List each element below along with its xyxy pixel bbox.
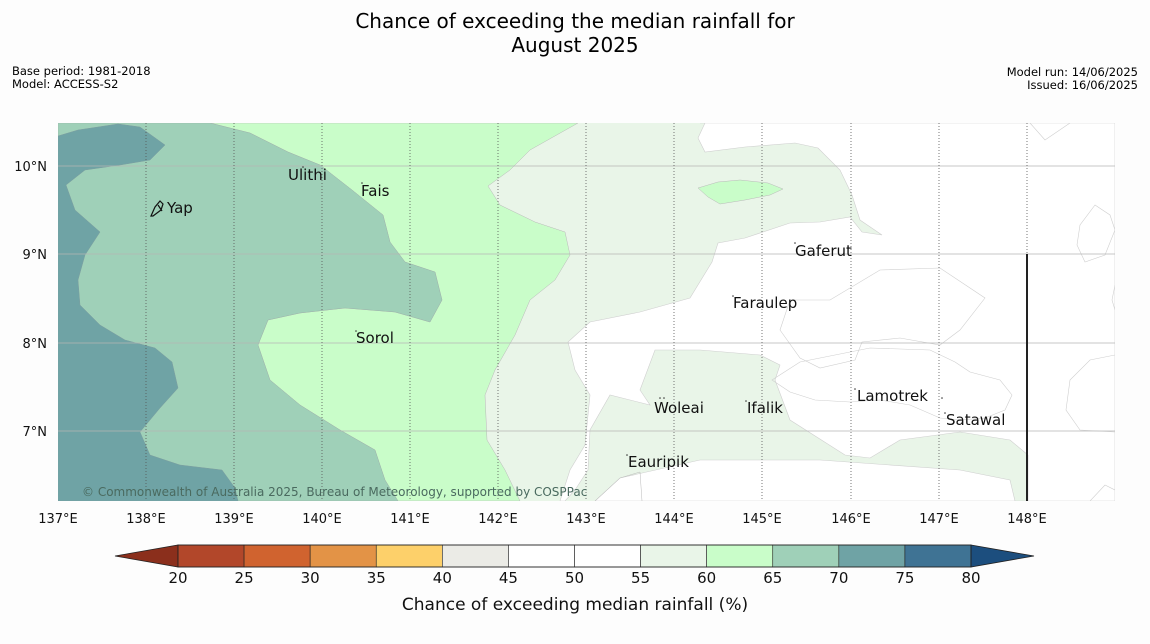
lon-tick-label: 140°E xyxy=(302,512,342,527)
colorbar-tick-label: 45 xyxy=(499,569,518,587)
title-line-1: Chance of exceeding the median rainfall … xyxy=(355,9,795,33)
rainfall-map xyxy=(58,123,1115,501)
model-name: Model: ACCESS-S2 xyxy=(12,77,119,91)
colorbar-cell-50-55 xyxy=(574,544,641,568)
lat-tick-label: 7°N xyxy=(23,425,48,440)
issued-date: Issued: 16/06/2025 xyxy=(1027,78,1138,92)
colorbar-tick-label: 55 xyxy=(631,569,650,587)
colorbar-cell-20-25 xyxy=(177,544,245,568)
place-label-ifalik: Ifalik xyxy=(747,399,783,417)
lon-tick-label: 143°E xyxy=(566,512,606,527)
colorbar-extend-below xyxy=(114,544,179,568)
copyright-notice: © Commonwealth of Australia 2025, Bureau… xyxy=(82,485,587,499)
region-70-75 xyxy=(58,123,239,501)
lon-tick-label: 141°E xyxy=(390,512,430,527)
longitude-gridlines xyxy=(145,123,1028,501)
place-label-sorol: Sorol xyxy=(356,329,394,347)
lon-tick-label: 148°E xyxy=(1007,512,1047,527)
colorbar-tick-label: 25 xyxy=(235,569,254,587)
colorbar-cell-75-80 xyxy=(904,544,972,568)
colorbar-frame xyxy=(177,544,972,568)
yap-island xyxy=(150,200,164,217)
colorbar-tick-label: 50 xyxy=(565,569,584,587)
colorbar-cell-45-50 xyxy=(508,544,575,568)
lon-tick-label: 137°E xyxy=(38,512,78,527)
map-title: Chance of exceeding the median rainfall … xyxy=(0,9,1150,57)
region-50-55 xyxy=(559,123,1115,501)
base-period: Base period: 1981-2018 xyxy=(12,64,151,78)
colorbar-title: Chance of exceeding median rainfall (%) xyxy=(402,595,748,615)
colorbar-tick-label: 30 xyxy=(301,569,320,587)
colorbar-cell-25-30 xyxy=(243,544,311,568)
place-label-fais: Fais xyxy=(361,182,390,200)
colorbar-cell-65-70 xyxy=(772,544,840,568)
place-label-satawal: Satawal xyxy=(946,411,1005,429)
title-line-2: August 2025 xyxy=(511,33,639,57)
colorbar-tick-label: 20 xyxy=(168,569,187,587)
colorbar-cell-60-65 xyxy=(706,544,774,568)
lat-tick-label: 8°N xyxy=(23,337,48,352)
lon-tick-label: 147°E xyxy=(919,512,959,527)
place-label-woleai: Woleai xyxy=(654,399,704,417)
lon-tick-label: 144°E xyxy=(654,512,694,527)
lon-tick-label: 142°E xyxy=(478,512,518,527)
colorbar-tick-label: 65 xyxy=(763,569,782,587)
colorbar-cell-30-35 xyxy=(309,544,377,568)
colorbar-cell-70-75 xyxy=(838,544,906,568)
lon-tick-label: 138°E xyxy=(126,512,166,527)
place-label-lamotrek: Lamotrek xyxy=(857,387,928,405)
lat-tick-label: 9°N xyxy=(23,248,48,263)
place-label-eauripik: Eauripik xyxy=(628,453,689,471)
colorbar-tick-label: 80 xyxy=(961,569,980,587)
lon-tick-label: 146°E xyxy=(831,512,871,527)
run-info: Model run: 14/06/2025 Issued: 16/06/2025 xyxy=(1007,66,1138,92)
colorbar-tick-label: 75 xyxy=(895,569,914,587)
place-markers xyxy=(302,166,946,456)
lon-tick-label: 145°E xyxy=(742,512,782,527)
place-label-ulithi: Ulithi xyxy=(288,166,327,184)
lon-tick-label: 139°E xyxy=(214,512,254,527)
colorbar-tick-label: 35 xyxy=(367,569,386,587)
colorbar-tick-label: 70 xyxy=(829,569,848,587)
colorbar: 20 25 30 35 40 45 50 55 60 65 70 75 80 Chance of exc… xyxy=(114,544,1035,615)
colorbar-tick-label: 60 xyxy=(697,569,716,587)
place-label-gaferut: Gaferut xyxy=(795,242,852,260)
colorbar-tick-label: 40 xyxy=(433,569,452,587)
place-label-yap: Yap xyxy=(166,199,193,217)
lat-tick-label: 10°N xyxy=(14,160,47,175)
colorbar-extend-above xyxy=(970,544,1035,568)
colorbar-cell-55-60 xyxy=(640,544,707,568)
colorbar-cell-40-45 xyxy=(442,544,509,568)
place-label-faraulep: Faraulep xyxy=(733,294,797,312)
colorbar-cell-35-40 xyxy=(375,544,443,568)
model-info: Base period: 1981-2018 Model: ACCESS-S2 xyxy=(12,65,151,91)
model-run-date: Model run: 14/06/2025 xyxy=(1006,65,1138,79)
